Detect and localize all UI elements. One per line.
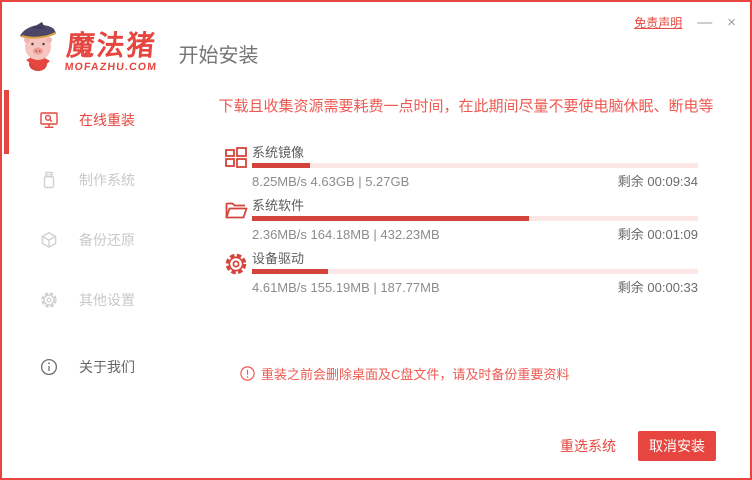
progress-bar xyxy=(252,216,698,221)
system-image-grid-icon xyxy=(225,147,247,168)
close-button[interactable]: × xyxy=(727,14,736,31)
sidebar-item-about-us[interactable]: 关于我们 xyxy=(2,337,182,397)
usb-drive-icon xyxy=(43,171,55,189)
task-stats-row: 4.61MB/s 155.19MB | 187.77MB 剩余 00:00:33 xyxy=(252,280,698,295)
progress-fill xyxy=(252,163,310,168)
task-time-remaining: 剩余 00:09:34 xyxy=(617,174,698,189)
progress-fill xyxy=(252,269,328,274)
folder-icon xyxy=(225,202,248,219)
backup-warning: 重装之前会删除桌面及C盘文件，请及时备份重要资料 xyxy=(240,364,569,383)
sidebar-item-label: 其他设置 xyxy=(79,292,135,308)
progress-fill xyxy=(252,216,529,221)
sidebar-item-label: 关于我们 xyxy=(79,359,135,375)
brand-domain: MOFAZHU.COM xyxy=(64,60,158,73)
task-row-system-image: 系统镜像 8.25MB/s 4.63GB | 5.27GB 剩余 00:09:3… xyxy=(224,145,698,189)
task-speed-size: 8.25MB/s 4.63GB | 5.27GB xyxy=(252,174,410,189)
sidebar-item-online-reinstall[interactable]: 在线重装 xyxy=(2,90,182,150)
task-stats-row: 2.36MB/s 164.18MB | 432.23MB 剩余 00:01:09 xyxy=(252,227,698,242)
task-name: 设备驱动 xyxy=(252,251,305,266)
info-icon xyxy=(40,358,58,376)
gear-icon xyxy=(225,253,247,275)
gear-icon xyxy=(41,292,57,308)
task-speed-size: 4.61MB/s 155.19MB | 187.77MB xyxy=(252,280,440,295)
task-stats-row: 8.25MB/s 4.63GB | 5.27GB 剩余 00:09:34 xyxy=(252,174,698,189)
download-task-list: 系统镜像 8.25MB/s 4.63GB | 5.27GB 剩余 00:09:3… xyxy=(224,145,698,304)
brand-name: 魔法猪 xyxy=(65,29,158,61)
progress-bar xyxy=(252,269,698,274)
progress-bar xyxy=(252,163,698,168)
task-row-device-driver: 设备驱动 4.61MB/s 155.19MB | 187.77MB 剩余 00:… xyxy=(224,251,698,295)
sidebar: 在线重装 制作系统 备份还原 其他 xyxy=(2,90,182,478)
sidebar-item-label: 制作系统 xyxy=(79,172,135,188)
disclaimer-link[interactable]: 免责声明 xyxy=(634,16,683,30)
task-speed-size: 2.36MB/s 164.18MB | 432.23MB xyxy=(252,227,440,242)
warning-exclamation-icon xyxy=(240,366,255,381)
window-controls: 免责声明 — × xyxy=(634,14,736,31)
task-row-system-software: 系统软件 2.36MB/s 164.18MB | 432.23MB 剩余 00:… xyxy=(224,198,698,242)
sidebar-item-make-system[interactable]: 制作系统 xyxy=(2,150,182,210)
reselect-system-button[interactable]: 重选系统 xyxy=(560,438,616,454)
brand-text: 魔法猪 MOFAZHU.COM xyxy=(64,29,160,73)
header: 魔法猪 MOFAZHU.COM 开始安装 xyxy=(2,2,750,90)
backup-cube-icon xyxy=(41,232,57,248)
sidebar-item-label: 在线重装 xyxy=(79,112,135,128)
main-content: 下载且收集资源需要耗费一点时间，在此期间尽量不要使电脑休眠、断电等 系统镜像 8… xyxy=(182,90,750,478)
task-time-remaining: 剩余 00:01:09 xyxy=(617,227,698,242)
task-time-remaining: 剩余 00:00:33 xyxy=(617,280,698,295)
footer-actions: 重选系统 取消安装 xyxy=(560,431,716,461)
warning-text: 重装之前会删除桌面及C盘文件，请及时备份重要资料 xyxy=(261,367,570,382)
brand-logo: 魔法猪 MOFAZHU.COM xyxy=(16,20,160,73)
sidebar-item-other-settings[interactable]: 其他设置 xyxy=(2,270,182,330)
cancel-install-button[interactable]: 取消安装 xyxy=(638,431,716,461)
pig-mascot-icon xyxy=(20,22,56,71)
monitor-search-icon xyxy=(40,112,58,128)
download-notice-banner: 下载且收集资源需要耗费一点时间，在此期间尽量不要使电脑休眠、断电等 xyxy=(218,98,714,115)
page-title: 开始安装 xyxy=(178,44,259,67)
sidebar-item-backup-restore[interactable]: 备份还原 xyxy=(2,210,182,270)
sidebar-item-label: 备份还原 xyxy=(79,232,135,248)
minimize-button[interactable]: — xyxy=(697,14,713,31)
task-name: 系统镜像 xyxy=(252,145,305,160)
task-name: 系统软件 xyxy=(252,198,305,213)
active-item-indicator xyxy=(4,90,9,154)
